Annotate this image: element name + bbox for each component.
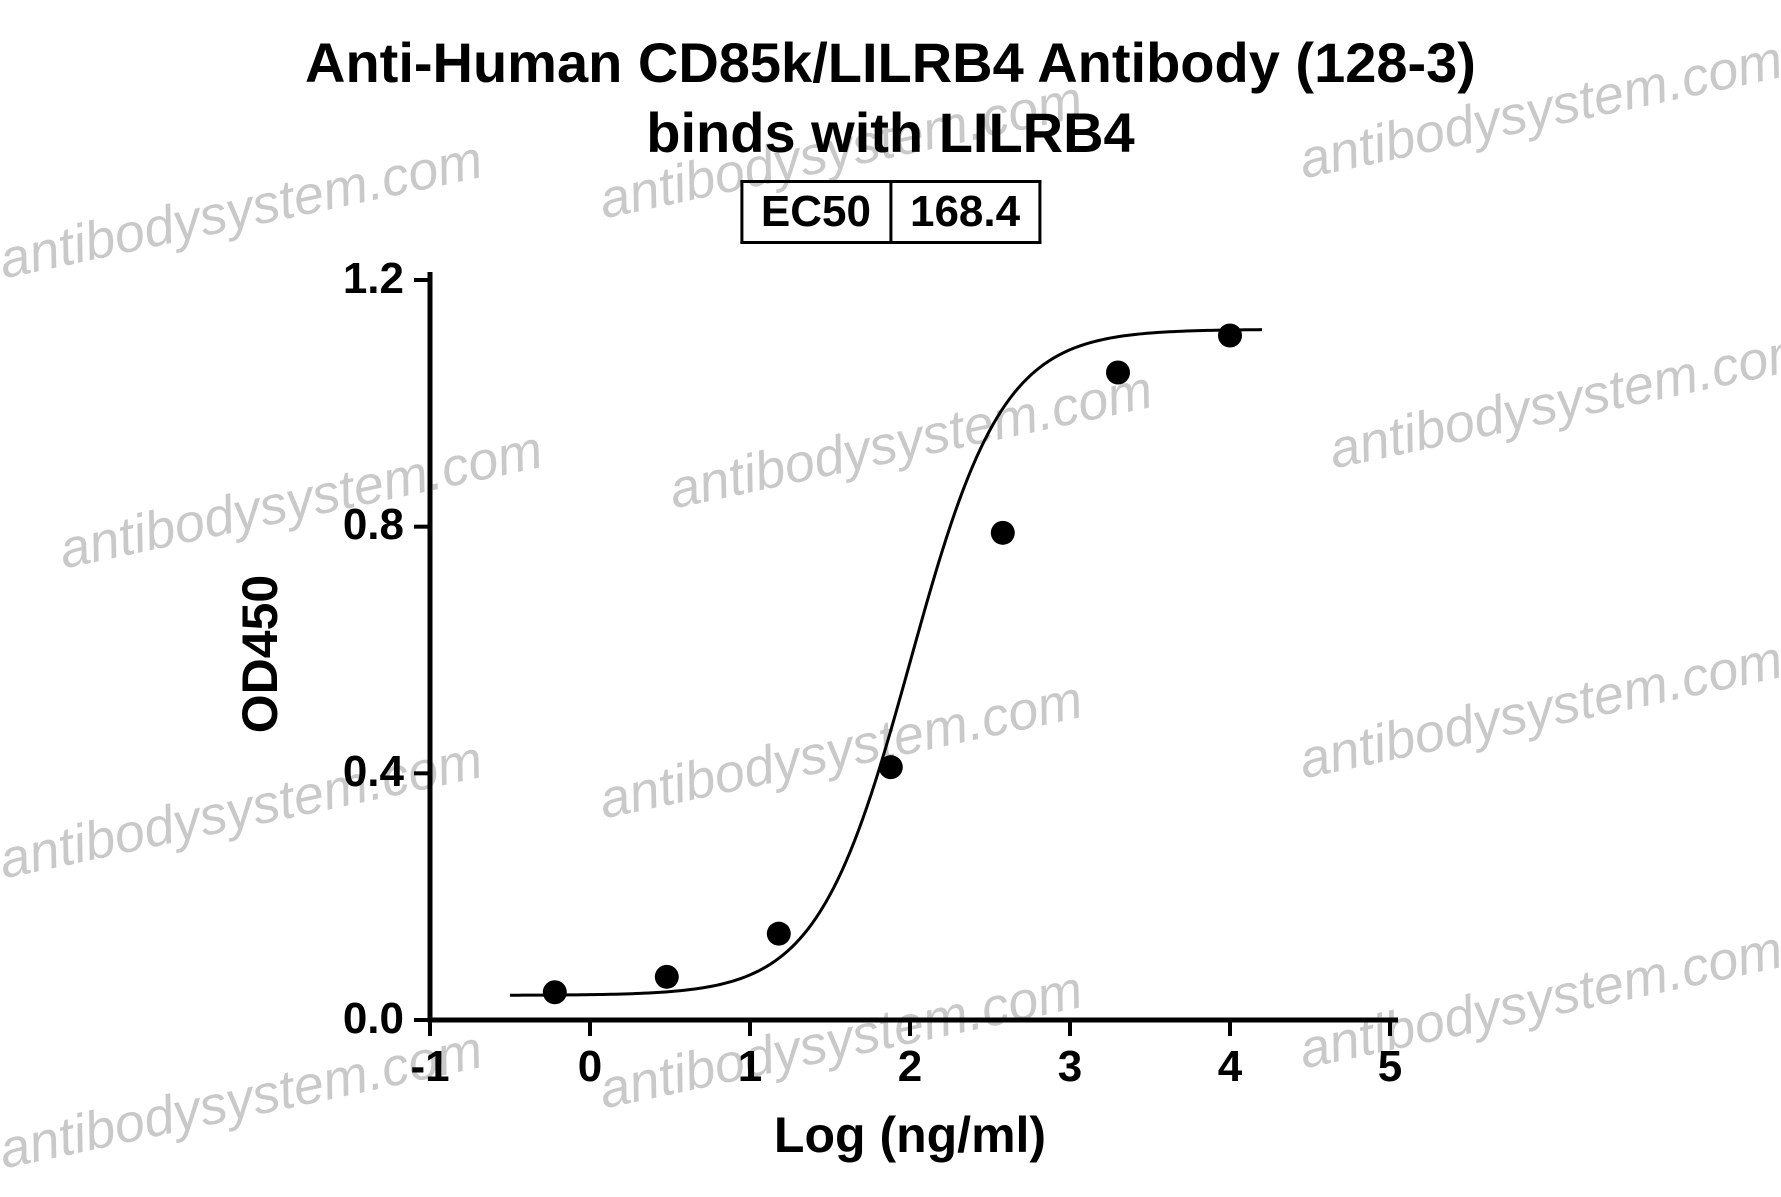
chart-svg bbox=[430, 280, 1390, 1020]
watermark-text: antibodysystem.com bbox=[1324, 318, 1781, 481]
x-tick-label: 2 bbox=[870, 1042, 950, 1092]
y-tick-label: 0.0 bbox=[304, 994, 404, 1044]
y-axis-title: OD450 bbox=[231, 284, 289, 1024]
chart-title-line2: binds with LILRB4 bbox=[0, 100, 1781, 165]
chart-title-line1: Anti-Human CD85k/LILRB4 Antibody (128-3) bbox=[0, 30, 1781, 95]
y-tick-label: 0.4 bbox=[304, 747, 404, 797]
ec50-label-cell: EC50 bbox=[741, 182, 890, 243]
x-tick-label: -1 bbox=[390, 1042, 470, 1092]
x-tick-label: 3 bbox=[1030, 1042, 1110, 1092]
ec50-value-cell: 168.4 bbox=[890, 182, 1039, 243]
chart-area bbox=[430, 280, 1390, 1020]
x-tick-label: 4 bbox=[1190, 1042, 1270, 1092]
y-tick-label: 1.2 bbox=[304, 254, 404, 304]
x-tick-label: 0 bbox=[550, 1042, 630, 1092]
x-tick-label: 1 bbox=[710, 1042, 790, 1092]
x-axis-title: Log (ng/ml) bbox=[430, 1106, 1390, 1164]
x-tick-label: 5 bbox=[1350, 1042, 1430, 1092]
ec50-table: EC50 168.4 bbox=[740, 180, 1041, 244]
y-tick-label: 0.8 bbox=[304, 500, 404, 550]
